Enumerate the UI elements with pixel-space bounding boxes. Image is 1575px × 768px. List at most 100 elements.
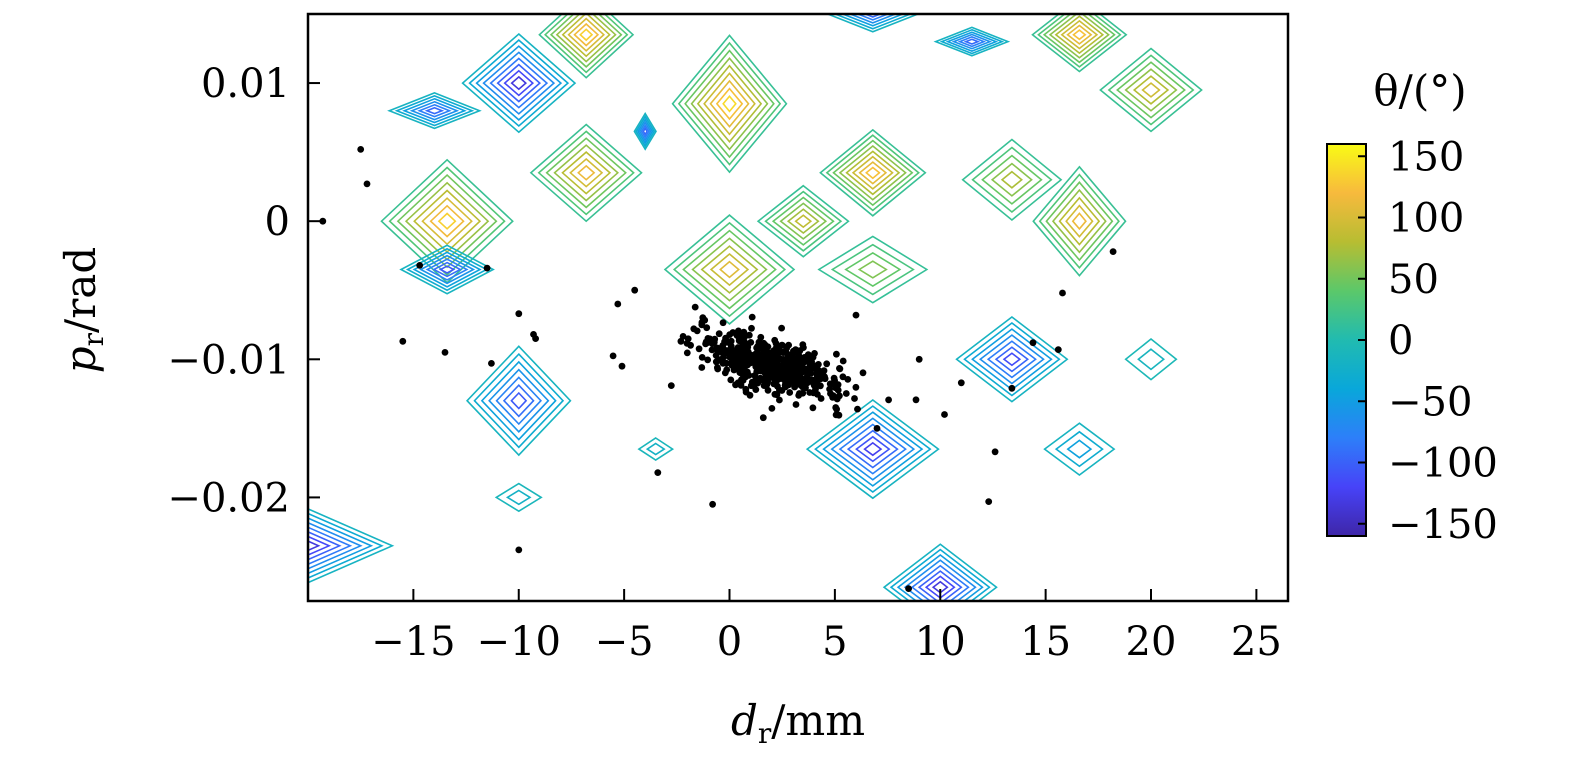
- scatter-point: [776, 347, 784, 355]
- contour-line: [553, 144, 620, 202]
- contour-line: [510, 75, 528, 91]
- contour-line: [951, 33, 993, 50]
- scatter-point: [799, 383, 806, 391]
- scatter-point: [789, 371, 797, 379]
- contour-line: [1037, 14, 1122, 68]
- scatter-point: [730, 366, 738, 374]
- scatter-point: [363, 180, 371, 188]
- scatter-point: [851, 395, 858, 402]
- contour-line: [910, 564, 970, 601]
- contour-line: [555, 14, 617, 63]
- contour-line: [1031, 14, 1128, 73]
- contour-line: [844, 251, 902, 288]
- contour-line: [537, 130, 635, 216]
- contour-line: [561, 151, 612, 195]
- scatter-point: [740, 328, 748, 336]
- contour-line: [682, 229, 777, 310]
- contour-line: [848, 14, 898, 24]
- contour-line: [986, 340, 1037, 379]
- contour-line: [494, 482, 543, 513]
- scatter-point: [794, 355, 802, 363]
- scatter-point: [515, 310, 523, 318]
- contour-line: [696, 64, 763, 144]
- scatter-point: [614, 300, 622, 308]
- scatter-point: [715, 330, 723, 338]
- scatter-point: [775, 356, 782, 363]
- contour-line: [933, 26, 1011, 57]
- contour-line: [633, 112, 657, 151]
- contour-line: [978, 334, 1045, 385]
- scatter-point: [726, 331, 734, 338]
- scatter-point: [836, 365, 844, 373]
- scatter-point: [699, 314, 707, 322]
- contour-line: [1124, 68, 1178, 112]
- contour-line: [1054, 430, 1104, 468]
- scatter-point: [748, 324, 755, 332]
- scatter-point: [759, 375, 767, 383]
- scatter-point: [809, 404, 817, 412]
- contour-line: [308, 540, 321, 552]
- scatter-point: [885, 396, 892, 404]
- scatter-point: [749, 359, 756, 366]
- scatter-point: [832, 404, 840, 411]
- scatter-point: [609, 352, 617, 360]
- contour-line: [1051, 188, 1107, 254]
- scatter-point: [915, 355, 923, 363]
- scatter-point: [727, 376, 735, 384]
- scatter-point: [852, 311, 860, 319]
- contour-line: [380, 158, 514, 284]
- scatter-point: [991, 448, 999, 456]
- contour-line: [1054, 15, 1105, 55]
- scatter-point: [776, 396, 783, 404]
- contour-line: [1141, 82, 1161, 98]
- contour-line: [421, 197, 473, 246]
- scatter-point: [756, 357, 763, 364]
- contour-line: [417, 103, 452, 118]
- scatter-point: [741, 339, 749, 346]
- scatter-point: [735, 366, 743, 374]
- scatter-point: [734, 333, 742, 340]
- scatter-point: [760, 354, 768, 361]
- scatter-point: [677, 337, 685, 345]
- contour-line: [387, 92, 482, 130]
- contour-line: [409, 100, 460, 121]
- contour-line: [771, 196, 835, 246]
- scatter-point: [806, 389, 814, 396]
- contour-line: [437, 212, 457, 230]
- contour-line: [1060, 19, 1099, 50]
- contour-line: [863, 441, 883, 457]
- scatter-point: [709, 340, 716, 348]
- scatter-point: [712, 352, 720, 359]
- scatter-point: [836, 392, 843, 400]
- scatter-point: [852, 383, 860, 391]
- contour-line: [1002, 352, 1022, 367]
- scatter-point: [1059, 289, 1066, 297]
- scatter-point: [728, 360, 735, 368]
- contour-line: [544, 14, 629, 74]
- scatter-point: [441, 349, 449, 356]
- contour-line: [857, 260, 888, 279]
- contour-line: [1066, 439, 1093, 459]
- contour-line: [545, 137, 627, 209]
- contour-line: [830, 417, 916, 481]
- scatter-point: [912, 396, 920, 404]
- scatter-point: [416, 262, 424, 269]
- scatter-point: [690, 325, 698, 333]
- contour-line: [502, 384, 535, 418]
- scatter-point: [777, 371, 785, 379]
- contour-line: [394, 95, 475, 127]
- scatter-point: [714, 364, 721, 372]
- contour-line: [438, 265, 456, 274]
- x-axis-title: dr/mm: [731, 696, 865, 750]
- scatter-point: [705, 335, 713, 343]
- contour-line: [722, 94, 737, 113]
- contour-line: [538, 14, 635, 79]
- contour-line: [567, 17, 605, 52]
- contour-line: [308, 508, 395, 584]
- contour-line: [700, 245, 759, 294]
- scatter-point: [1054, 346, 1062, 353]
- scatter-point: [744, 348, 752, 355]
- contour-line: [637, 118, 654, 145]
- contour-line: [690, 56, 769, 151]
- scatter-point: [844, 376, 852, 383]
